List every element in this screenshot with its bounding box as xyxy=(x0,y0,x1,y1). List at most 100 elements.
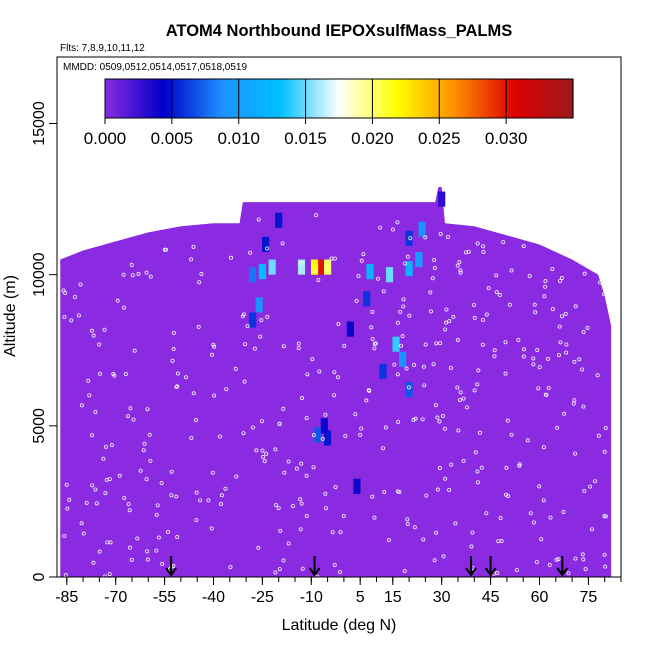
sample-marker xyxy=(127,508,132,513)
sample-marker xyxy=(282,470,287,475)
colorbar-segment xyxy=(453,79,457,118)
sample-marker xyxy=(476,368,481,373)
sample-marker xyxy=(156,535,161,540)
colorbar-tick-label: 0.000 xyxy=(84,129,127,148)
sample-marker xyxy=(443,327,448,332)
sample-marker xyxy=(123,372,128,377)
sample-marker xyxy=(472,302,477,307)
sample-marker xyxy=(332,370,337,375)
sample-marker xyxy=(593,479,598,484)
sample-marker xyxy=(535,347,540,352)
sample-marker xyxy=(432,558,437,563)
sample-marker xyxy=(369,325,374,330)
sample-marker xyxy=(603,514,608,519)
sample-marker xyxy=(480,317,485,322)
sample-marker xyxy=(148,274,153,279)
sample-marker xyxy=(115,298,120,303)
sample-marker xyxy=(572,398,577,403)
sample-marker xyxy=(603,564,608,569)
sample-marker xyxy=(580,552,585,557)
colorbar-segment xyxy=(415,79,419,118)
colorbar-segment xyxy=(260,79,264,118)
sample-marker xyxy=(274,503,279,508)
sample-marker xyxy=(91,333,96,338)
sample-marker xyxy=(498,516,503,521)
sample-marker xyxy=(145,549,150,554)
sample-marker xyxy=(543,279,548,284)
colorbar-segment xyxy=(476,79,480,118)
colorbar-segment xyxy=(458,79,463,118)
sample-marker xyxy=(556,353,561,358)
flights-note: Flts: 7,8,9,10,11,12 xyxy=(60,43,145,54)
y-tick-label: 5000 xyxy=(31,408,48,444)
sample-marker xyxy=(64,482,69,487)
sample-marker xyxy=(435,487,440,492)
sample-marker xyxy=(332,562,337,567)
sample-marker xyxy=(370,309,375,314)
sample-marker xyxy=(102,327,107,332)
colorbar-segment xyxy=(517,79,521,118)
sample-marker xyxy=(174,494,179,499)
sample-marker xyxy=(479,465,484,470)
sample-marker xyxy=(558,340,563,345)
sample-marker xyxy=(505,418,510,423)
sample-marker xyxy=(557,324,562,329)
sample-marker xyxy=(248,250,253,255)
sample-marker xyxy=(395,220,400,225)
sample-marker xyxy=(97,371,102,376)
sample-marker xyxy=(62,533,67,538)
sample-marker xyxy=(395,372,400,377)
sample-marker xyxy=(323,506,328,511)
sample-marker xyxy=(431,362,436,367)
colorbar-segment xyxy=(409,79,413,118)
colorbar-segment xyxy=(388,79,393,118)
heat-cell-14 xyxy=(415,252,423,268)
sample-marker xyxy=(209,526,214,531)
sample-marker xyxy=(211,342,216,347)
sample-marker xyxy=(63,290,68,295)
colorbar: 0.000 0.005 0.010 0.015 0.020 0.025 0.030 xyxy=(84,78,574,148)
colorbar-segment xyxy=(242,79,246,118)
sample-marker xyxy=(199,272,204,277)
sample-marker xyxy=(89,433,94,438)
heat-cell-9 xyxy=(262,236,270,252)
sample-marker xyxy=(602,449,607,454)
sample-marker xyxy=(405,254,410,259)
colorbar-segment xyxy=(429,79,434,118)
sample-marker xyxy=(475,382,480,387)
colorbar-segment xyxy=(523,79,527,118)
sample-marker xyxy=(541,445,546,450)
colorbar-segment xyxy=(198,79,203,118)
mmdd-note: MMDD: 0509,0512,0514,0517,0518,0519 xyxy=(63,62,247,73)
latitude-arrow-head xyxy=(484,567,497,577)
heat-cell-27 xyxy=(438,191,446,207)
colorbar-tick-label: 0.015 xyxy=(284,129,327,148)
sample-marker xyxy=(189,257,194,262)
sample-marker xyxy=(298,497,303,502)
colorbar-segment xyxy=(511,79,516,118)
sample-marker xyxy=(305,372,310,377)
colorbar-segment xyxy=(295,79,299,118)
colorbar-segment xyxy=(406,79,410,118)
x-tick-label: -40 xyxy=(202,589,225,606)
sample-marker xyxy=(90,483,95,488)
sample-marker xyxy=(521,244,526,249)
sample-marker xyxy=(111,372,116,377)
sample-marker xyxy=(405,517,410,522)
colorbar-segment xyxy=(534,79,539,118)
colorbar-segment xyxy=(312,79,317,118)
sample-marker xyxy=(412,362,417,367)
colorbar-segment xyxy=(233,79,238,118)
sample-marker xyxy=(372,341,377,346)
sample-marker xyxy=(528,511,533,516)
heat-cell-2 xyxy=(297,259,306,275)
heat-cell-10 xyxy=(275,212,283,228)
sample-marker xyxy=(472,315,477,320)
sample-marker xyxy=(477,430,482,435)
sample-marker xyxy=(573,451,578,456)
y-tick-label: 15000 xyxy=(31,101,48,146)
colorbar-segment xyxy=(254,79,258,118)
colorbar-segment xyxy=(128,79,132,118)
sample-marker xyxy=(397,489,402,494)
sample-marker xyxy=(456,428,461,433)
